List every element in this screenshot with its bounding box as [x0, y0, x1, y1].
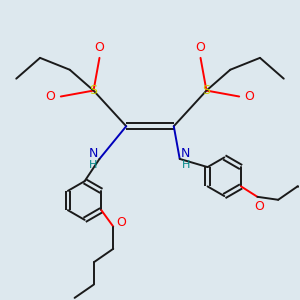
Text: O: O — [244, 90, 254, 103]
Text: N: N — [89, 147, 98, 160]
Text: N: N — [181, 147, 190, 160]
Text: O: O — [254, 200, 264, 213]
Text: S: S — [202, 84, 211, 97]
Text: O: O — [117, 217, 127, 230]
Text: S: S — [89, 84, 98, 97]
Text: O: O — [94, 41, 104, 54]
Text: H: H — [89, 160, 98, 170]
Text: H: H — [182, 160, 190, 170]
Text: O: O — [46, 90, 56, 103]
Text: O: O — [196, 41, 206, 54]
